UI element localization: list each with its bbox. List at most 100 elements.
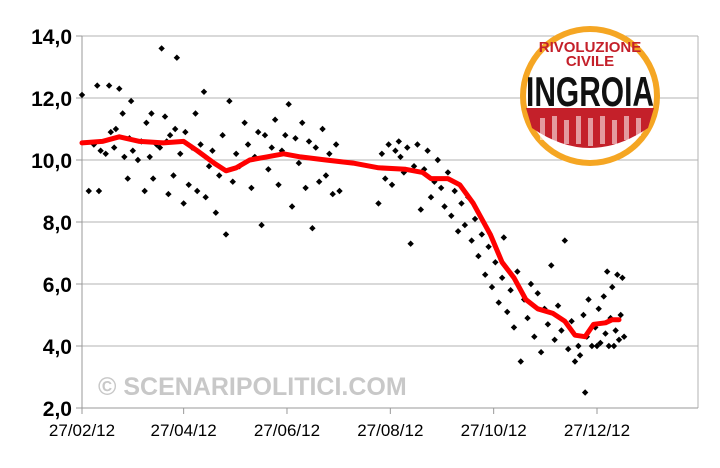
poll-point	[185, 181, 192, 188]
poll-point	[593, 342, 601, 350]
poll-point	[271, 116, 279, 123]
poll-point	[414, 141, 421, 148]
poll-point	[112, 125, 120, 133]
poll-point	[94, 82, 101, 89]
poll-point	[265, 166, 272, 173]
y-tick-label: 12,0	[31, 88, 72, 111]
poll-point	[121, 153, 128, 161]
poll-point	[268, 144, 275, 151]
poll-point	[116, 85, 123, 92]
poll-point	[514, 268, 521, 275]
poll-point	[166, 132, 174, 139]
poll-point	[282, 132, 289, 139]
poll-point	[241, 119, 248, 126]
poll-point	[222, 231, 230, 238]
poll-point	[498, 274, 506, 281]
poll-point	[481, 271, 489, 278]
poll-point	[148, 110, 155, 117]
poll-point	[226, 97, 233, 105]
moving-average-path	[79, 134, 622, 340]
poll-point	[110, 144, 118, 151]
poll-point	[597, 339, 604, 347]
poll-point	[78, 91, 86, 99]
poll-point	[319, 125, 326, 133]
poll-point	[375, 200, 382, 207]
poll-point	[107, 128, 114, 136]
poll-point	[609, 283, 616, 291]
poll-point	[305, 138, 313, 145]
poll-point	[161, 113, 169, 120]
poll-point	[580, 311, 587, 319]
poll-point	[471, 215, 479, 223]
poll-point	[385, 141, 392, 148]
poll-point	[382, 175, 389, 182]
poll-point	[407, 240, 414, 247]
poll-point	[404, 144, 411, 151]
poll-point	[434, 156, 441, 164]
poll-point	[332, 141, 340, 148]
poll-point	[141, 187, 148, 195]
poll-point	[605, 342, 613, 350]
poll-point	[124, 175, 131, 182]
poll-point	[571, 358, 579, 365]
poll-point	[156, 144, 164, 151]
poll-point	[102, 150, 109, 157]
poll-point	[427, 194, 435, 201]
y-tick-label: 4,0	[43, 336, 72, 359]
poll-point	[248, 184, 255, 192]
poll-point	[127, 97, 135, 105]
poll-point	[576, 352, 584, 359]
poll-point	[603, 268, 611, 275]
poll-point	[500, 234, 508, 241]
poll-point	[451, 187, 458, 195]
poll-point	[575, 342, 582, 350]
poll-point	[165, 190, 172, 198]
poll-point	[258, 221, 265, 229]
poll-point	[119, 110, 126, 117]
poll-point	[95, 187, 103, 195]
logo-crowd-figures-icon	[540, 116, 641, 146]
poll-point	[454, 228, 462, 235]
poll-point	[524, 314, 531, 322]
poll-point	[209, 147, 216, 154]
poll-point	[475, 252, 482, 260]
poll-point	[288, 203, 296, 210]
poll-point	[315, 178, 323, 185]
poll-point	[129, 147, 137, 154]
x-tick-label: 27/02/12	[49, 421, 115, 440]
poll-point	[193, 187, 201, 195]
poll-point	[507, 287, 514, 294]
poll-point	[378, 150, 386, 157]
x-tick-label: 27/10/12	[461, 421, 527, 440]
poll-point	[395, 138, 402, 145]
y-tick-label: 10,0	[31, 150, 72, 173]
poll-point	[232, 150, 240, 157]
poll-point	[261, 132, 269, 139]
poll-point	[620, 333, 628, 340]
x-tick-label: 27/12/12	[564, 421, 630, 440]
poll-point	[197, 141, 204, 148]
poll-point	[309, 225, 316, 232]
poll-point	[299, 119, 306, 126]
poll-point	[544, 321, 552, 328]
poll-point	[158, 45, 165, 52]
ingroia-logo: RIVOLUZIONE CIVILE INGROIA	[520, 26, 660, 166]
poll-point	[510, 324, 518, 331]
poll-point	[602, 330, 609, 337]
poll-point	[488, 283, 496, 291]
poll-point	[568, 318, 575, 325]
poll-point	[548, 262, 555, 269]
poll-point	[531, 333, 538, 340]
poll-point	[275, 181, 282, 188]
y-tick-label: 8,0	[43, 212, 72, 235]
poll-point	[254, 128, 262, 136]
poll-point	[146, 153, 153, 161]
poll-point	[585, 296, 592, 303]
axes: 14,0 12,0 10,0 8,0 6,0 4,0 2,027/02/12 27/04/12…	[31, 26, 698, 440]
poll-point	[619, 274, 626, 281]
poll-point	[410, 163, 418, 170]
poll-point	[171, 125, 179, 133]
watermark-text: © SCENARIPOLITICI.COM	[98, 373, 407, 401]
